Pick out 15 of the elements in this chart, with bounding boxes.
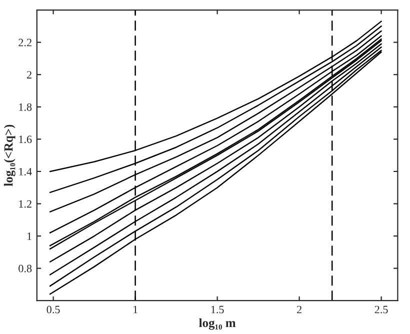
y-tick-label: 1.6 [19,136,32,144]
y-tick-label: 1.2 [19,200,32,208]
y-axis-title: log₁₀(<Rq>) [4,124,16,186]
y-tick-label: 1.4 [19,168,32,176]
y-tick-label: 2.2 [18,38,32,46]
x-tick-label: 0.5 [46,306,60,314]
y-tick-label: 1.8 [19,103,32,111]
y-tick-label: 0.8 [18,264,32,272]
x-tick-label: 1 [134,306,138,314]
y-tick-label: 1 [27,232,32,240]
x-axis-title: log₁₀ m [199,318,236,330]
x-tick-label: 2 [297,306,302,314]
y-tick-label: 2 [26,71,32,78]
x-tick-label: 2.5 [374,306,388,314]
x-tick-label: 1.5 [211,306,224,314]
